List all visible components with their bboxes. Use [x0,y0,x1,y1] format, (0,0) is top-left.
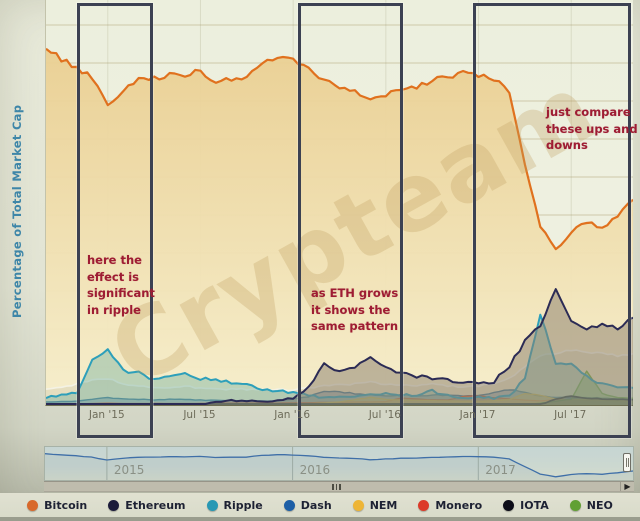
legend-item-neo[interactable]: NEO [569,498,613,512]
ripple-dot-icon [206,499,218,511]
x-tick-label: Jul '15 [183,409,216,421]
legend-label: Bitcoin [44,498,88,512]
x-tick-label: Jan '16 [274,409,311,421]
ethereum-dot-icon [108,499,120,511]
x-tick-label: Jul '17 [554,409,587,421]
legend-item-nem[interactable]: NEM [352,498,398,512]
highlight-rectangle-2017-period [473,3,631,438]
legend-label: Dash [300,498,332,512]
legend-label: Ethereum [125,498,186,512]
legend-item-monero[interactable]: Monero [418,499,482,512]
dominance-chart-svg [46,0,633,405]
legend-item-iota[interactable]: IOTA [503,499,549,512]
legend-item-ripple[interactable]: Ripple [206,498,263,512]
legend-label: Monero [435,498,483,512]
x-tick-label: Jan '15 [88,409,125,421]
scroll-right-arrow-icon[interactable]: ▶ [620,482,634,491]
navigator-year-label: 2016 [299,463,331,477]
navigator-right-handle[interactable] [623,453,631,472]
bottom-edge-divider [0,517,640,521]
x-tick-label: Jul '16 [368,409,401,421]
legend-item-dash[interactable]: Dash [283,498,332,512]
legend-label: NEO [586,498,613,512]
legend-label: Ripple [223,498,263,512]
navigator-year-label: 2015 [113,463,145,477]
highlight-rectangle-ripple-period [77,3,153,438]
monero-dot-icon [418,499,430,511]
chart-legend: Bitcoin Ethereum Ripple Dash NEM Monero IOTA NE… [0,493,640,517]
legend-item-ethereum[interactable]: Ethereum [108,498,186,512]
annotation-eth: as ETH grows it shows the same pattern [311,286,399,334]
x-tick-label: Jan '17 [459,409,496,421]
highlight-rectangle-eth-period [298,3,403,438]
iota-dot-icon [503,499,515,511]
dominance-chart-plot [45,0,633,406]
neo-dot-icon [569,499,581,511]
horizontal-scrollbar[interactable]: ▶ [44,481,634,492]
dash-dot-icon [283,499,295,511]
navigator-mini-chart [44,447,634,480]
y-axis-label: Percentage of Total Market Cap [10,104,24,318]
annotation-compare: just compare these ups and downs [546,105,638,153]
legend-label: NEM [369,498,398,512]
nem-dot-icon [352,499,364,511]
legend-label: IOTA [520,498,549,512]
bitcoin-dot-icon [27,499,39,511]
range-navigator[interactable]: 2015 2016 2017 [44,446,634,481]
annotation-ripple: here the effect is significant in ripple [87,253,155,318]
legend-item-bitcoin[interactable]: Bitcoin [27,499,87,512]
scrollbar-grip-icon[interactable] [332,484,341,490]
navigator-year-label: 2017 [485,463,516,477]
